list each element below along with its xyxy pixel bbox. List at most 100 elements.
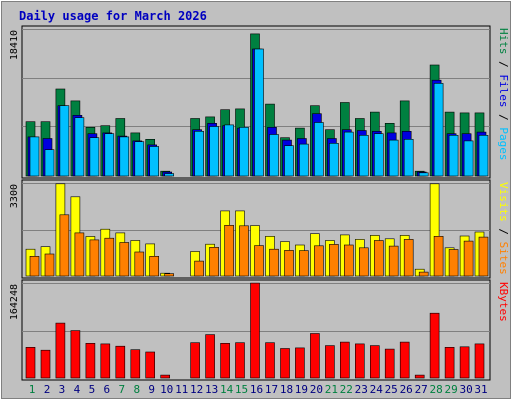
bar-pages-day-29	[448, 135, 459, 177]
legend-part: /	[497, 108, 510, 128]
bar-sites-day-24	[373, 240, 384, 277]
bar-kbytes-day-9	[145, 351, 155, 379]
bar-pages-day-13	[209, 126, 219, 177]
x-tick-label-day-9: 9	[148, 383, 155, 396]
bar-pages-day-31	[478, 135, 489, 177]
bar-pages-day-3	[59, 105, 70, 177]
y-max-label: 18410	[9, 30, 20, 60]
x-tick-label-day-28: 28	[429, 383, 442, 396]
bar-sites-day-19	[299, 250, 309, 277]
bar-pages-day-25	[388, 139, 399, 177]
x-tick-label-day-29: 29	[444, 383, 457, 396]
x-tick-label-day-17: 17	[265, 383, 278, 396]
bar-sites-day-16	[254, 245, 264, 277]
bar-kbytes-day-18	[280, 348, 290, 379]
bar-kbytes-day-20	[310, 333, 320, 379]
bar-pages-day-14	[224, 124, 234, 177]
bar-kbytes-day-26	[399, 341, 410, 379]
bar-sites-day-22	[343, 244, 354, 277]
bar-pages-day-18	[284, 145, 294, 177]
series-legend-label: KBytes	[497, 282, 510, 322]
panel-kbytes: 164248 KBytes	[9, 279, 510, 381]
bar-sites-day-10	[164, 273, 174, 277]
bar-pages-day-15	[239, 127, 249, 177]
bar-sites-day-25	[388, 245, 399, 277]
x-tick-label-day-22: 22	[340, 383, 353, 396]
bar-pages-day-24	[373, 133, 384, 177]
bar-sites-day-4	[74, 232, 85, 277]
bar-sites-day-12	[194, 260, 204, 277]
x-tick-label-day-23: 23	[355, 383, 368, 396]
bar-kbytes-day-5	[85, 342, 96, 379]
bar-sites-day-28	[433, 236, 444, 277]
x-tick-label-day-26: 26	[400, 383, 413, 396]
bar-sites-day-9	[149, 255, 159, 277]
bar-kbytes-day-28	[429, 312, 440, 379]
legend-part: Pages	[497, 127, 510, 160]
x-tick-label-day-11: 11	[175, 383, 188, 396]
series-legend-label: Visits / Sites	[497, 182, 510, 275]
bar-kbytes-day-31	[474, 343, 485, 379]
bar-kbytes-day-16	[250, 282, 260, 379]
bar-kbytes-day-25	[384, 348, 395, 379]
bar-pages-day-5	[89, 137, 100, 177]
bar-sites-day-5	[89, 239, 100, 277]
bar-kbytes-day-13	[205, 334, 215, 379]
bar-kbytes-day-22	[339, 341, 350, 379]
bar-kbytes-day-27	[414, 374, 425, 379]
bar-kbytes-day-6	[100, 343, 111, 379]
bar-kbytes-day-10	[160, 374, 170, 379]
bar-sites-day-7	[119, 242, 130, 277]
bar-kbytes-day-3	[55, 322, 66, 379]
bar-pages-day-26	[403, 139, 414, 177]
series-legend-label: Hits / Files / Pages	[497, 28, 510, 161]
panel-hits-files-pages: 18410 Hits / Files / Pages	[9, 25, 510, 179]
panel-visits-sites: 3300 Visits / Sites	[9, 179, 510, 279]
bar-kbytes-day-17	[265, 342, 275, 379]
bar-kbytes-day-8	[130, 349, 141, 379]
bar-kbytes-day-1	[25, 346, 36, 379]
chart-panels: 18410 Hits / Files / Pages 3300 Visits / Si…	[9, 25, 510, 381]
x-tick-label-day-25: 25	[385, 383, 398, 396]
bar-kbytes-day-15	[235, 342, 245, 379]
bar-kbytes-day-14	[220, 342, 230, 379]
bar-kbytes-day-12	[190, 342, 200, 379]
bar-sites-day-31	[478, 236, 489, 277]
bar-sites-day-23	[358, 247, 369, 277]
bar-pages-day-7	[119, 136, 130, 177]
bar-kbytes-day-7	[115, 345, 126, 379]
x-tick-label-day-7: 7	[118, 383, 125, 396]
bar-sites-day-20	[314, 245, 324, 277]
bar-pages-day-17	[269, 134, 279, 177]
x-tick-label-day-12: 12	[190, 383, 203, 396]
x-tick-label-day-8: 8	[133, 383, 140, 396]
bar-pages-day-20	[314, 122, 324, 177]
legend-part: Files	[497, 74, 510, 107]
bar-pages-day-30	[463, 140, 474, 177]
bar-sites-day-8	[134, 251, 145, 277]
bar-kbytes-day-29	[444, 346, 455, 379]
bar-pages-day-27	[418, 172, 429, 177]
x-tick-label-day-31: 31	[474, 383, 487, 396]
legend-part: Visits	[497, 182, 510, 222]
bar-kbytes-day-21	[325, 345, 335, 379]
chart-title: Daily usage for March 2026	[19, 9, 207, 23]
bar-kbytes-day-2	[40, 349, 51, 379]
x-tick-label-day-16: 16	[250, 383, 263, 396]
legend-part: /	[497, 55, 510, 75]
bar-pages-day-8	[134, 141, 145, 177]
x-tick-label-day-10: 10	[160, 383, 173, 396]
bar-kbytes-day-30	[459, 346, 470, 379]
bar-pages-day-22	[343, 131, 354, 177]
bar-sites-day-18	[284, 250, 294, 277]
bar-sites-day-26	[403, 239, 414, 277]
x-tick-label-day-5: 5	[89, 383, 96, 396]
x-axis-day-labels: 1 2 3 4 5 6 7 8 9 10 11 12 13 14 15 16 17 18 19 20 21 22 23 24 2…	[29, 383, 488, 396]
bar-sites-day-1	[29, 255, 40, 277]
bar-sites-day-27	[418, 271, 429, 277]
bar-pages-day-28	[433, 83, 444, 177]
bar-pages-day-1	[29, 136, 40, 177]
bar-pages-day-19	[299, 143, 309, 177]
bar-sites-day-17	[269, 248, 279, 277]
